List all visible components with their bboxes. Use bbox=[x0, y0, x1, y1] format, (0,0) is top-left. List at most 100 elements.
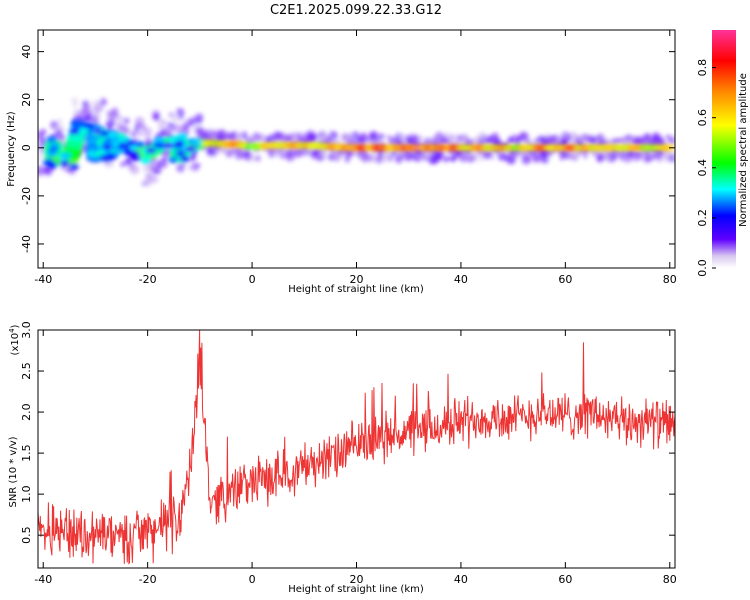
spectrogram-haze-cell bbox=[92, 111, 101, 120]
spectrogram-haze-cell bbox=[318, 151, 327, 161]
snr-y-multiplier-exp: 4 bbox=[8, 328, 16, 333]
spectrogram-cell bbox=[154, 136, 165, 143]
spectrogram-haze-cell bbox=[597, 133, 604, 140]
spectrogram-cell bbox=[68, 128, 79, 135]
spectrogram-haze-cell bbox=[156, 161, 162, 168]
spectrogram-haze-cell bbox=[319, 132, 328, 140]
spectrogram-haze-cell bbox=[216, 135, 224, 143]
spectrogram-cell bbox=[47, 162, 58, 169]
spectrogram-x-tick-label: 60 bbox=[558, 273, 572, 286]
spectrogram-haze-cell bbox=[403, 150, 414, 161]
spectrogram-haze-cell bbox=[286, 147, 296, 157]
spectrogram-haze-cell bbox=[82, 101, 88, 107]
spectrogram-haze-cell bbox=[244, 154, 251, 161]
snr-y-multiplier: (x104) bbox=[8, 324, 21, 355]
spectrogram-panel: -40 -20 0 20 40 60 80 -40 -20 0 20 40 Height of st… bbox=[6, 29, 677, 295]
spectrogram-haze-cell bbox=[532, 156, 538, 162]
spectrogram-cell bbox=[140, 157, 151, 164]
spectrogram-cell bbox=[74, 120, 85, 127]
spectrogram-haze-cell bbox=[224, 132, 233, 141]
spectrogram-haze-cell bbox=[129, 164, 140, 175]
spectrogram-haze-cell bbox=[474, 152, 485, 162]
spectrogram-haze-cell bbox=[610, 138, 616, 143]
spectrogram-cell bbox=[185, 145, 196, 152]
spectrogram-haze-cell bbox=[233, 132, 243, 141]
spectrogram-haze-cell bbox=[293, 147, 304, 158]
spectrogram-haze-cell bbox=[219, 130, 225, 135]
spectrogram-haze-cell bbox=[190, 162, 200, 172]
spectrogram-haze-cell bbox=[534, 138, 539, 143]
spectrogram-ridge bbox=[42, 119, 675, 170]
spectrogram-haze-cell bbox=[221, 148, 227, 154]
colorbar-tick-label: 0.0 bbox=[696, 259, 709, 277]
colorbar-tick-label: 0.6 bbox=[696, 109, 709, 127]
spectrogram-haze-cell bbox=[52, 122, 58, 128]
spectrogram-haze-cell bbox=[669, 151, 675, 159]
spectrogram-haze-cell bbox=[567, 148, 577, 158]
spectrogram-haze-cell bbox=[176, 108, 185, 117]
spectrogram-haze-cell bbox=[578, 133, 589, 144]
spectrogram-haze-cell bbox=[296, 136, 302, 141]
colorbar-tick-label: 0.8 bbox=[696, 59, 709, 77]
spectrogram-haze-cell bbox=[645, 152, 649, 157]
spectrogram-haze-cell bbox=[372, 156, 379, 163]
spectrogram-cell bbox=[134, 141, 145, 148]
spectrogram-haze-cell bbox=[188, 117, 197, 127]
snr-x-tick-label: -40 bbox=[34, 573, 52, 586]
spectrogram-haze-cell bbox=[195, 129, 202, 135]
spectrogram-haze-cell bbox=[461, 133, 467, 139]
snr-y-axis-label: SNR (10 * v/v) bbox=[8, 436, 19, 507]
snr-x-ticks: -40 -20 0 20 40 60 80 bbox=[34, 330, 677, 586]
snr-x-tick-label: 20 bbox=[350, 573, 364, 586]
spectrogram-y-tick-label: 0 bbox=[20, 144, 33, 151]
spectrogram-haze-cell bbox=[105, 119, 115, 129]
spectrogram-haze-cell bbox=[234, 147, 245, 158]
spectrogram-haze-cell bbox=[631, 140, 636, 146]
snr-y-multiplier-close: ) bbox=[10, 324, 21, 328]
spectrogram-haze-cell bbox=[38, 130, 45, 141]
spectrogram-y-tick-label: 40 bbox=[20, 45, 33, 59]
spectrogram-haze-cell bbox=[485, 149, 490, 155]
spectrogram-cell bbox=[191, 139, 202, 146]
spectrogram-haze-cell bbox=[73, 112, 78, 117]
colorbar-tick-label: 0.2 bbox=[696, 209, 709, 227]
spectrogram-haze-cell bbox=[617, 137, 622, 142]
spectrogram-haze-cell bbox=[38, 165, 45, 176]
spectrogram-haze-cell bbox=[620, 138, 625, 143]
spectrogram-marks bbox=[38, 97, 675, 187]
spectrogram-haze-cell bbox=[390, 149, 398, 157]
spectrogram-haze-cell bbox=[604, 152, 614, 162]
spectrogram-cell bbox=[99, 154, 110, 161]
spectrogram-cell bbox=[175, 150, 186, 157]
spectrogram-haze-cell bbox=[404, 136, 411, 143]
spectrogram-haze-cell bbox=[539, 136, 545, 143]
spectrogram-cell bbox=[46, 150, 57, 157]
spectrogram-haze-cell bbox=[380, 155, 388, 163]
spectrogram-haze-cell bbox=[451, 134, 457, 141]
spectrogram-haze-cell bbox=[415, 135, 423, 143]
snr-x-tick-label: 80 bbox=[663, 573, 677, 586]
spectrogram-y-tick-label: 20 bbox=[20, 93, 33, 107]
spectrogram-haze-cell bbox=[436, 139, 444, 147]
spectrogram-cell bbox=[146, 147, 156, 154]
spectrogram-haze-cell bbox=[445, 156, 451, 162]
spectrogram-haze-cell bbox=[367, 155, 374, 163]
colorbar-label: Normalized spectral amplitude bbox=[738, 73, 749, 227]
spectrogram-cell bbox=[177, 133, 188, 140]
spectrogram-haze-cell bbox=[206, 148, 215, 157]
snr-x-tick-label: -20 bbox=[139, 573, 157, 586]
spectrogram-haze-cell bbox=[57, 136, 63, 142]
spectrogram-haze-cell bbox=[377, 154, 382, 160]
spectrogram-haze-cell bbox=[137, 131, 143, 136]
spectrogram-cell bbox=[163, 142, 174, 149]
spectrogram-haze-cell bbox=[460, 151, 470, 161]
spectrogram-cell bbox=[126, 140, 137, 147]
spectrogram-haze-cell bbox=[115, 122, 123, 130]
spectrogram-haze-cell bbox=[386, 135, 391, 140]
spectrogram-haze-cell bbox=[633, 135, 639, 141]
spectrogram-haze-cell bbox=[596, 154, 605, 163]
spectrogram-cell bbox=[109, 137, 120, 144]
spectrogram-haze-cell bbox=[145, 173, 151, 179]
spectrogram-y-ticks: -40 -20 0 20 40 bbox=[20, 45, 675, 253]
spectrogram-haze-cell bbox=[194, 113, 204, 122]
